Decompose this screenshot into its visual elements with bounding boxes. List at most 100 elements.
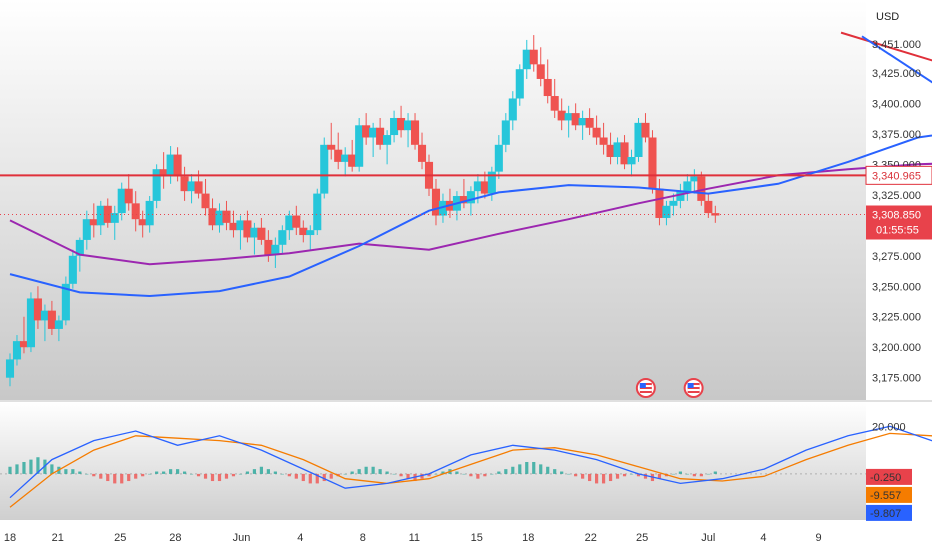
price-tags: 3,340.965 3,308.850 01:55:55	[865, 165, 932, 240]
macd-signal-line	[9, 432, 932, 508]
candle	[33, 286, 42, 329]
candle-body	[592, 127, 601, 138]
macd-histogram-bar	[706, 473, 710, 475]
candle-body	[19, 341, 29, 348]
macd-histogram-bar	[671, 473, 676, 475]
macd-histogram-bar	[210, 473, 215, 482]
candle	[683, 174, 692, 201]
macd-histogram-bar	[546, 466, 550, 474]
macd-histogram-bar	[238, 473, 243, 475]
candle-body	[369, 127, 378, 138]
candle-body	[536, 64, 545, 79]
candle	[438, 193, 448, 223]
candle	[89, 203, 98, 238]
candle-body	[627, 157, 636, 165]
candle	[362, 113, 371, 145]
macd-histogram-bar	[162, 471, 166, 474]
us-flag-icon[interactable]	[683, 378, 704, 398]
macd-histogram-bar	[504, 469, 508, 474]
candle	[613, 137, 622, 165]
macd-scale: 20.000 -0.250 -9.557 -9.807	[866, 421, 912, 521]
macd-histogram-bar	[357, 469, 361, 474]
candle-body	[529, 49, 538, 65]
candle	[180, 166, 189, 201]
currency-label[interactable]: USD	[876, 11, 899, 23]
candle	[138, 210, 147, 238]
candle-body	[243, 220, 252, 238]
candle	[236, 215, 245, 250]
time-tick-label: 25	[114, 532, 126, 544]
candle-body	[26, 298, 35, 348]
macd-histogram-bar	[385, 471, 389, 474]
price-tick-label: 3,225.000	[872, 312, 921, 324]
time-tick-label: 11	[409, 532, 420, 544]
macd-histogram-bar	[217, 473, 222, 482]
candle-body	[438, 200, 448, 216]
macd-value-label: -9.557	[870, 490, 901, 502]
macd-histogram-bar	[553, 469, 557, 474]
candle-body	[40, 310, 49, 321]
candle	[187, 174, 196, 204]
price-tick-label: 3,175.000	[872, 373, 921, 385]
macd-histogram-bar	[371, 466, 375, 474]
macd-histogram-bar	[539, 464, 543, 474]
macd-histogram-bar	[287, 473, 291, 477]
macd-histogram-bar	[266, 469, 270, 474]
last-price-value: 3,308.850	[872, 209, 921, 221]
candle-body	[417, 144, 427, 162]
candle-body	[110, 213, 119, 223]
candle-body	[711, 213, 720, 216]
time-tick-label: 21	[52, 532, 64, 544]
candle-body	[404, 120, 413, 131]
candle	[697, 171, 706, 206]
candle-body	[47, 310, 56, 329]
macd-histogram-bar	[483, 473, 487, 477]
candle-body	[662, 205, 671, 218]
macd-pane[interactable]	[0, 402, 866, 520]
macd-histogram-bar	[280, 473, 284, 475]
candle	[61, 276, 70, 326]
candle	[690, 169, 699, 194]
candle-body	[145, 200, 154, 226]
candle	[515, 64, 524, 106]
macd-histogram-bar	[469, 473, 473, 477]
candle-body	[117, 188, 126, 214]
macd-histogram-bar	[588, 473, 592, 482]
time-tick-label: 4	[297, 532, 303, 544]
candle-body	[299, 227, 308, 236]
macd-tick-label: 20.000	[872, 421, 906, 433]
candle-body	[508, 98, 517, 121]
us-flag-icon[interactable]	[635, 378, 656, 398]
pattern-line[interactable]	[861, 35, 932, 109]
macd-histogram-bar	[692, 473, 696, 477]
time-tick-label: 15	[471, 532, 483, 544]
macd-value-tag: -9.807	[866, 504, 912, 521]
candle-body	[131, 203, 140, 220]
price-scale-bg[interactable]	[866, 0, 932, 550]
macd-histogram-bar	[441, 471, 445, 474]
candle	[390, 110, 399, 143]
macd-histogram-bar	[511, 466, 515, 474]
candle	[348, 139, 357, 172]
macd-histogram-bar	[85, 473, 89, 475]
candle-body	[327, 144, 336, 150]
candle	[648, 130, 657, 194]
event-markers[interactable]	[635, 378, 704, 398]
candle-body	[397, 117, 406, 131]
macd-group	[0, 425, 932, 508]
candle	[313, 188, 322, 236]
candle	[655, 178, 664, 226]
macd-value-tag: -0.250	[866, 468, 912, 485]
time-axis-bg[interactable]	[0, 520, 866, 550]
macd-histogram-bar	[713, 471, 717, 474]
price-scale[interactable]: 3,175.000 3,200.000 3,225.000 3,250.000 3,27…	[872, 39, 921, 385]
candle-body	[292, 215, 301, 228]
candle	[669, 193, 678, 216]
macd-histogram-bar	[294, 473, 298, 479]
candle-body	[103, 205, 112, 223]
candle	[54, 315, 63, 342]
time-axis[interactable]: 18 21 25 28 Jun 4 8 11 15 18 22 25 Jul 4 9	[4, 532, 822, 544]
macd-histogram-bar	[420, 473, 424, 479]
macd-histogram-bar	[189, 473, 194, 475]
